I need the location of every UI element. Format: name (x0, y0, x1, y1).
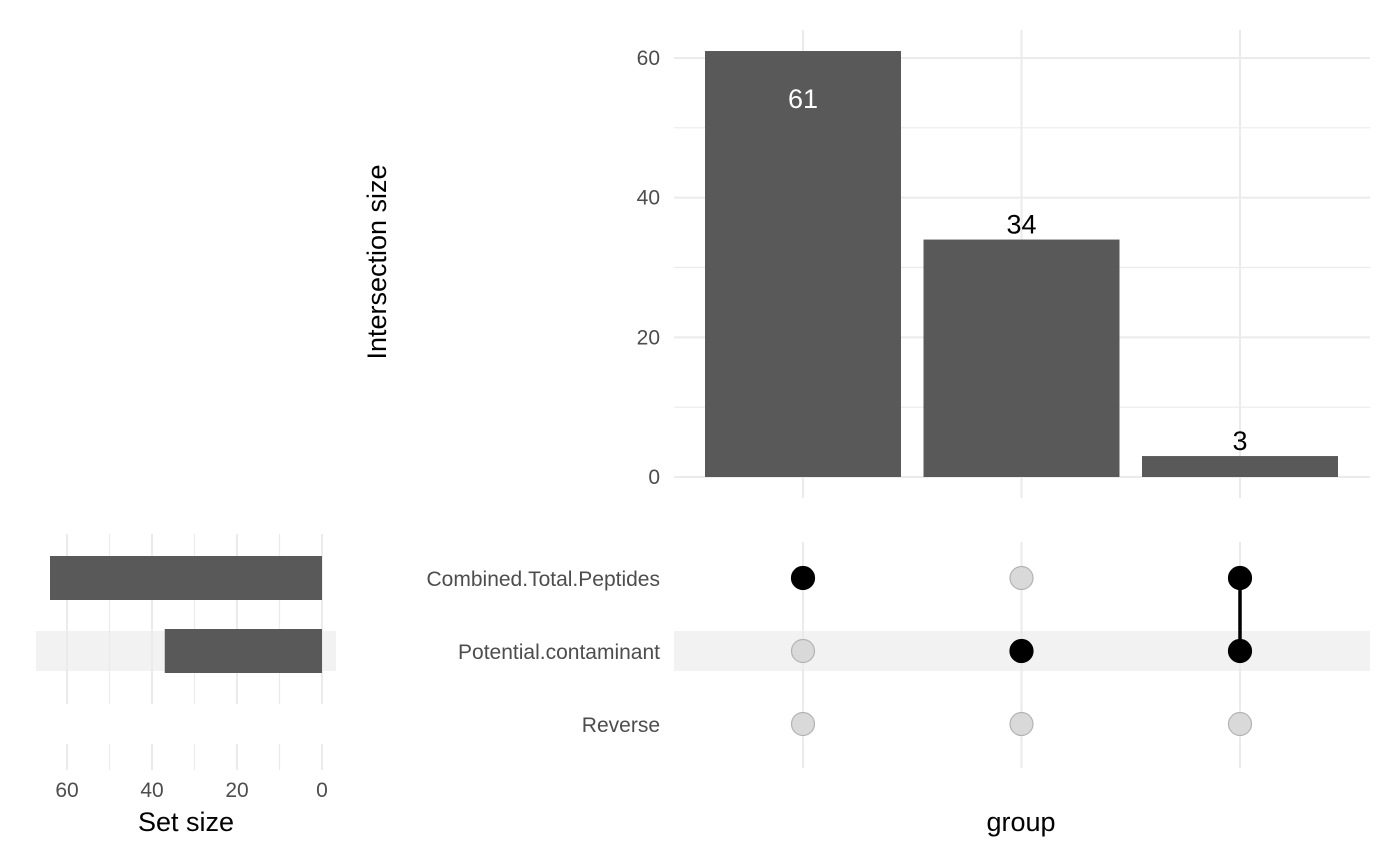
matrix-dot-inactive (790, 711, 816, 737)
set-size-tick-label: 60 (55, 779, 78, 802)
bar-value-label: 61 (788, 84, 818, 114)
intersection-matrix (790, 565, 1253, 737)
matrix-dot-active (1227, 638, 1253, 664)
x-axis-title: group (986, 807, 1055, 837)
set-size-bar (50, 556, 322, 600)
set-size-bar (164, 629, 322, 673)
set-name-label: Reverse (582, 714, 660, 737)
bar-value-label: 3 (1232, 426, 1247, 456)
y-tick-label: 0 (648, 466, 660, 489)
matrix-dot-inactive (790, 638, 816, 664)
matrix-dot-inactive (1227, 711, 1253, 737)
y-axis-title: Intersection size (362, 164, 392, 359)
set-name-label: Combined.Total.Peptides (427, 568, 660, 591)
matrix-dot-inactive (1009, 565, 1034, 591)
intersection-bar (923, 239, 1120, 477)
y-tick-label: 40 (637, 187, 660, 210)
matrix-dot-active (1009, 638, 1034, 664)
matrix-dot-active (1227, 565, 1253, 591)
matrix-dot-inactive (1009, 711, 1034, 737)
set-size-axis-title: Set size (138, 807, 234, 837)
intersection-bar (1142, 456, 1338, 477)
set-size-tick-label: 20 (225, 779, 248, 802)
intersection-bar (705, 51, 901, 478)
matrix-dot-active (790, 565, 816, 591)
y-tick-label: 20 (637, 326, 660, 349)
bar-value-label: 34 (1006, 210, 1036, 240)
set-size-bars (50, 556, 322, 673)
y-tick-label: 60 (637, 47, 660, 70)
set-size-tick-label: 0 (316, 779, 328, 802)
set-size-tick-label: 40 (140, 779, 163, 802)
intersection-bars (705, 51, 1338, 478)
set-name-label: Potential.contaminant (458, 641, 660, 664)
chart-text: 0 20 40 60 61 34 3 Combined.Total.Peptides Poten… (55, 47, 1247, 802)
